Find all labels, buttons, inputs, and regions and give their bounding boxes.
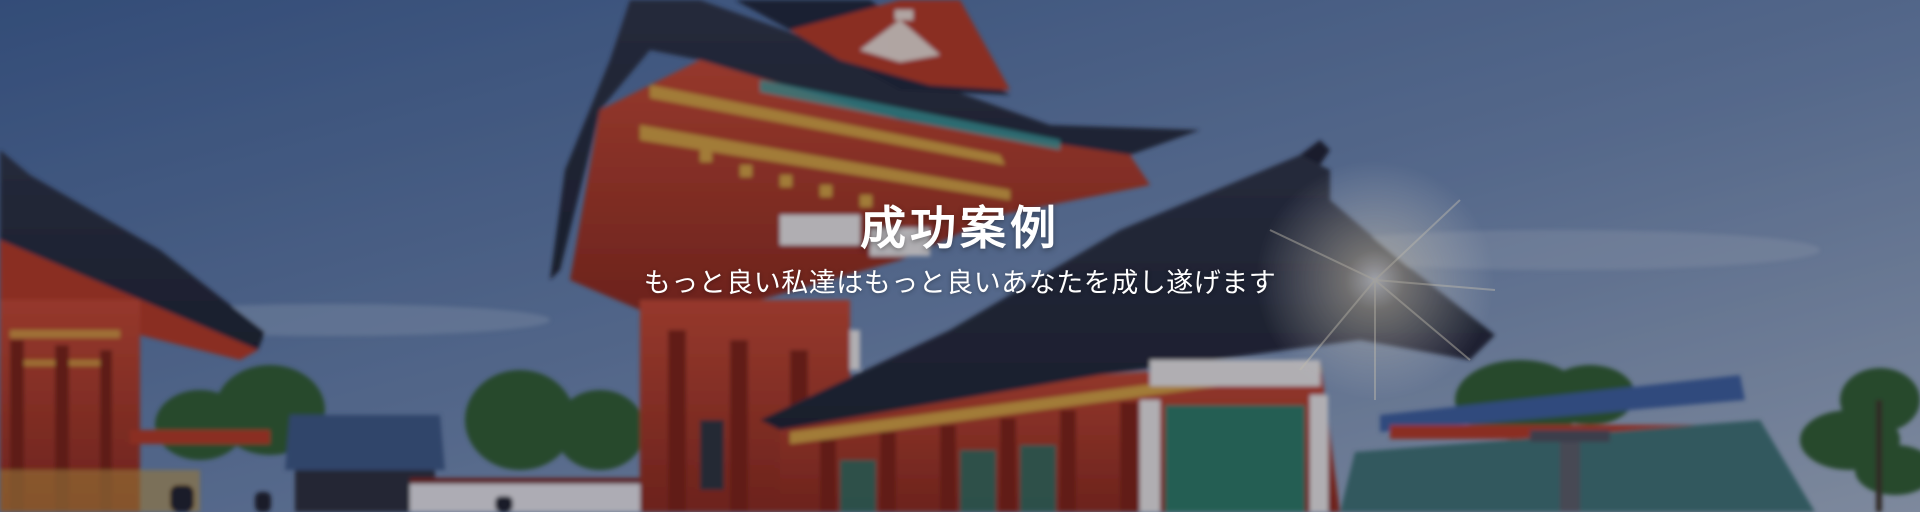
page-title: 成功案例 (860, 201, 1060, 255)
page-subtitle: もっと良い私達はもっと良いあなたを成し遂げます (643, 268, 1277, 299)
hero-text-block: 成功案例 もっと良い私達はもっと良いあなたを成し遂げます (0, 196, 1920, 302)
